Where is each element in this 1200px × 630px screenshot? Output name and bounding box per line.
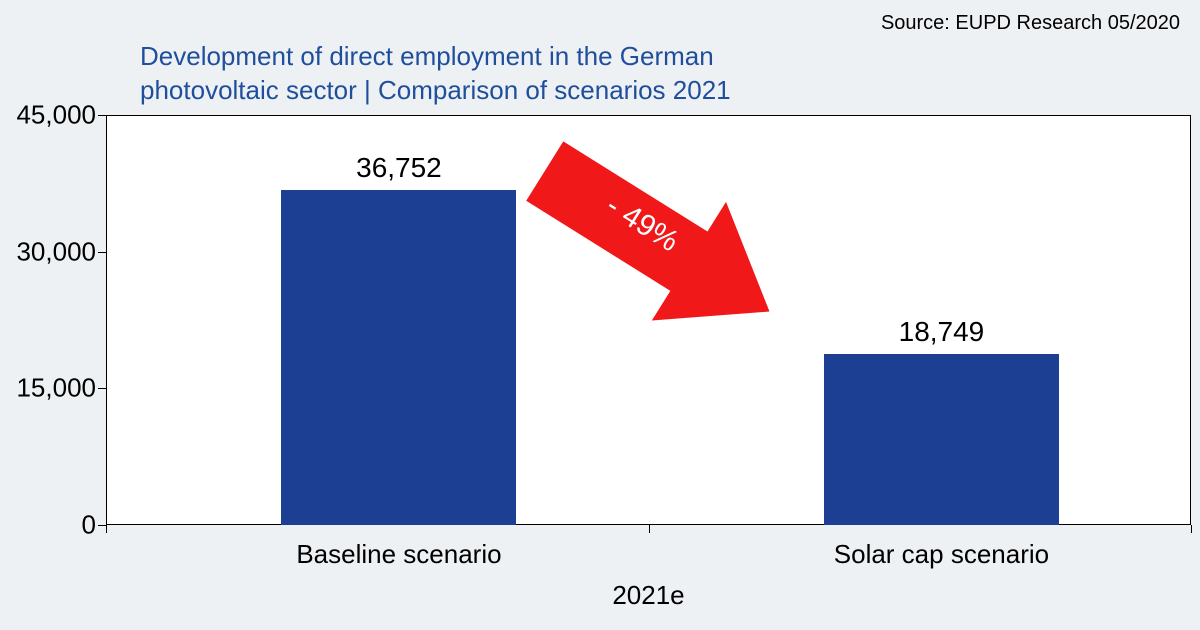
arrow-icon [525,135,835,345]
bar [281,190,516,525]
y-tick-label: 30,000 [1,236,96,267]
chart-title-line1: Development of direct employment in the … [140,41,714,71]
category-label: Baseline scenario [296,539,501,570]
y-tick-mark [98,115,106,116]
y-tick-label: 45,000 [1,100,96,131]
chart-title: Development of direct employment in the … [140,40,840,108]
category-label: Solar cap scenario [834,539,1049,570]
bar-value-label: 36,752 [356,152,442,184]
decline-arrow: - 49% [525,135,835,345]
x-tick-mark [106,525,107,533]
y-tick-mark [98,252,106,253]
bar-value-label: 18,749 [899,316,985,348]
bar [824,354,1059,525]
y-tick-label: 0 [1,510,96,541]
y-tick-mark [98,525,106,526]
x-tick-mark [1191,525,1192,533]
x-axis-label: 2021e [612,580,684,611]
source-citation: Source: EUPD Research 05/2020 [881,12,1180,35]
y-tick-label: 15,000 [1,373,96,404]
y-tick-mark [98,388,106,389]
x-tick-mark [649,525,650,533]
chart-title-line2: photovoltaic sector | Comparison of scen… [140,75,731,105]
